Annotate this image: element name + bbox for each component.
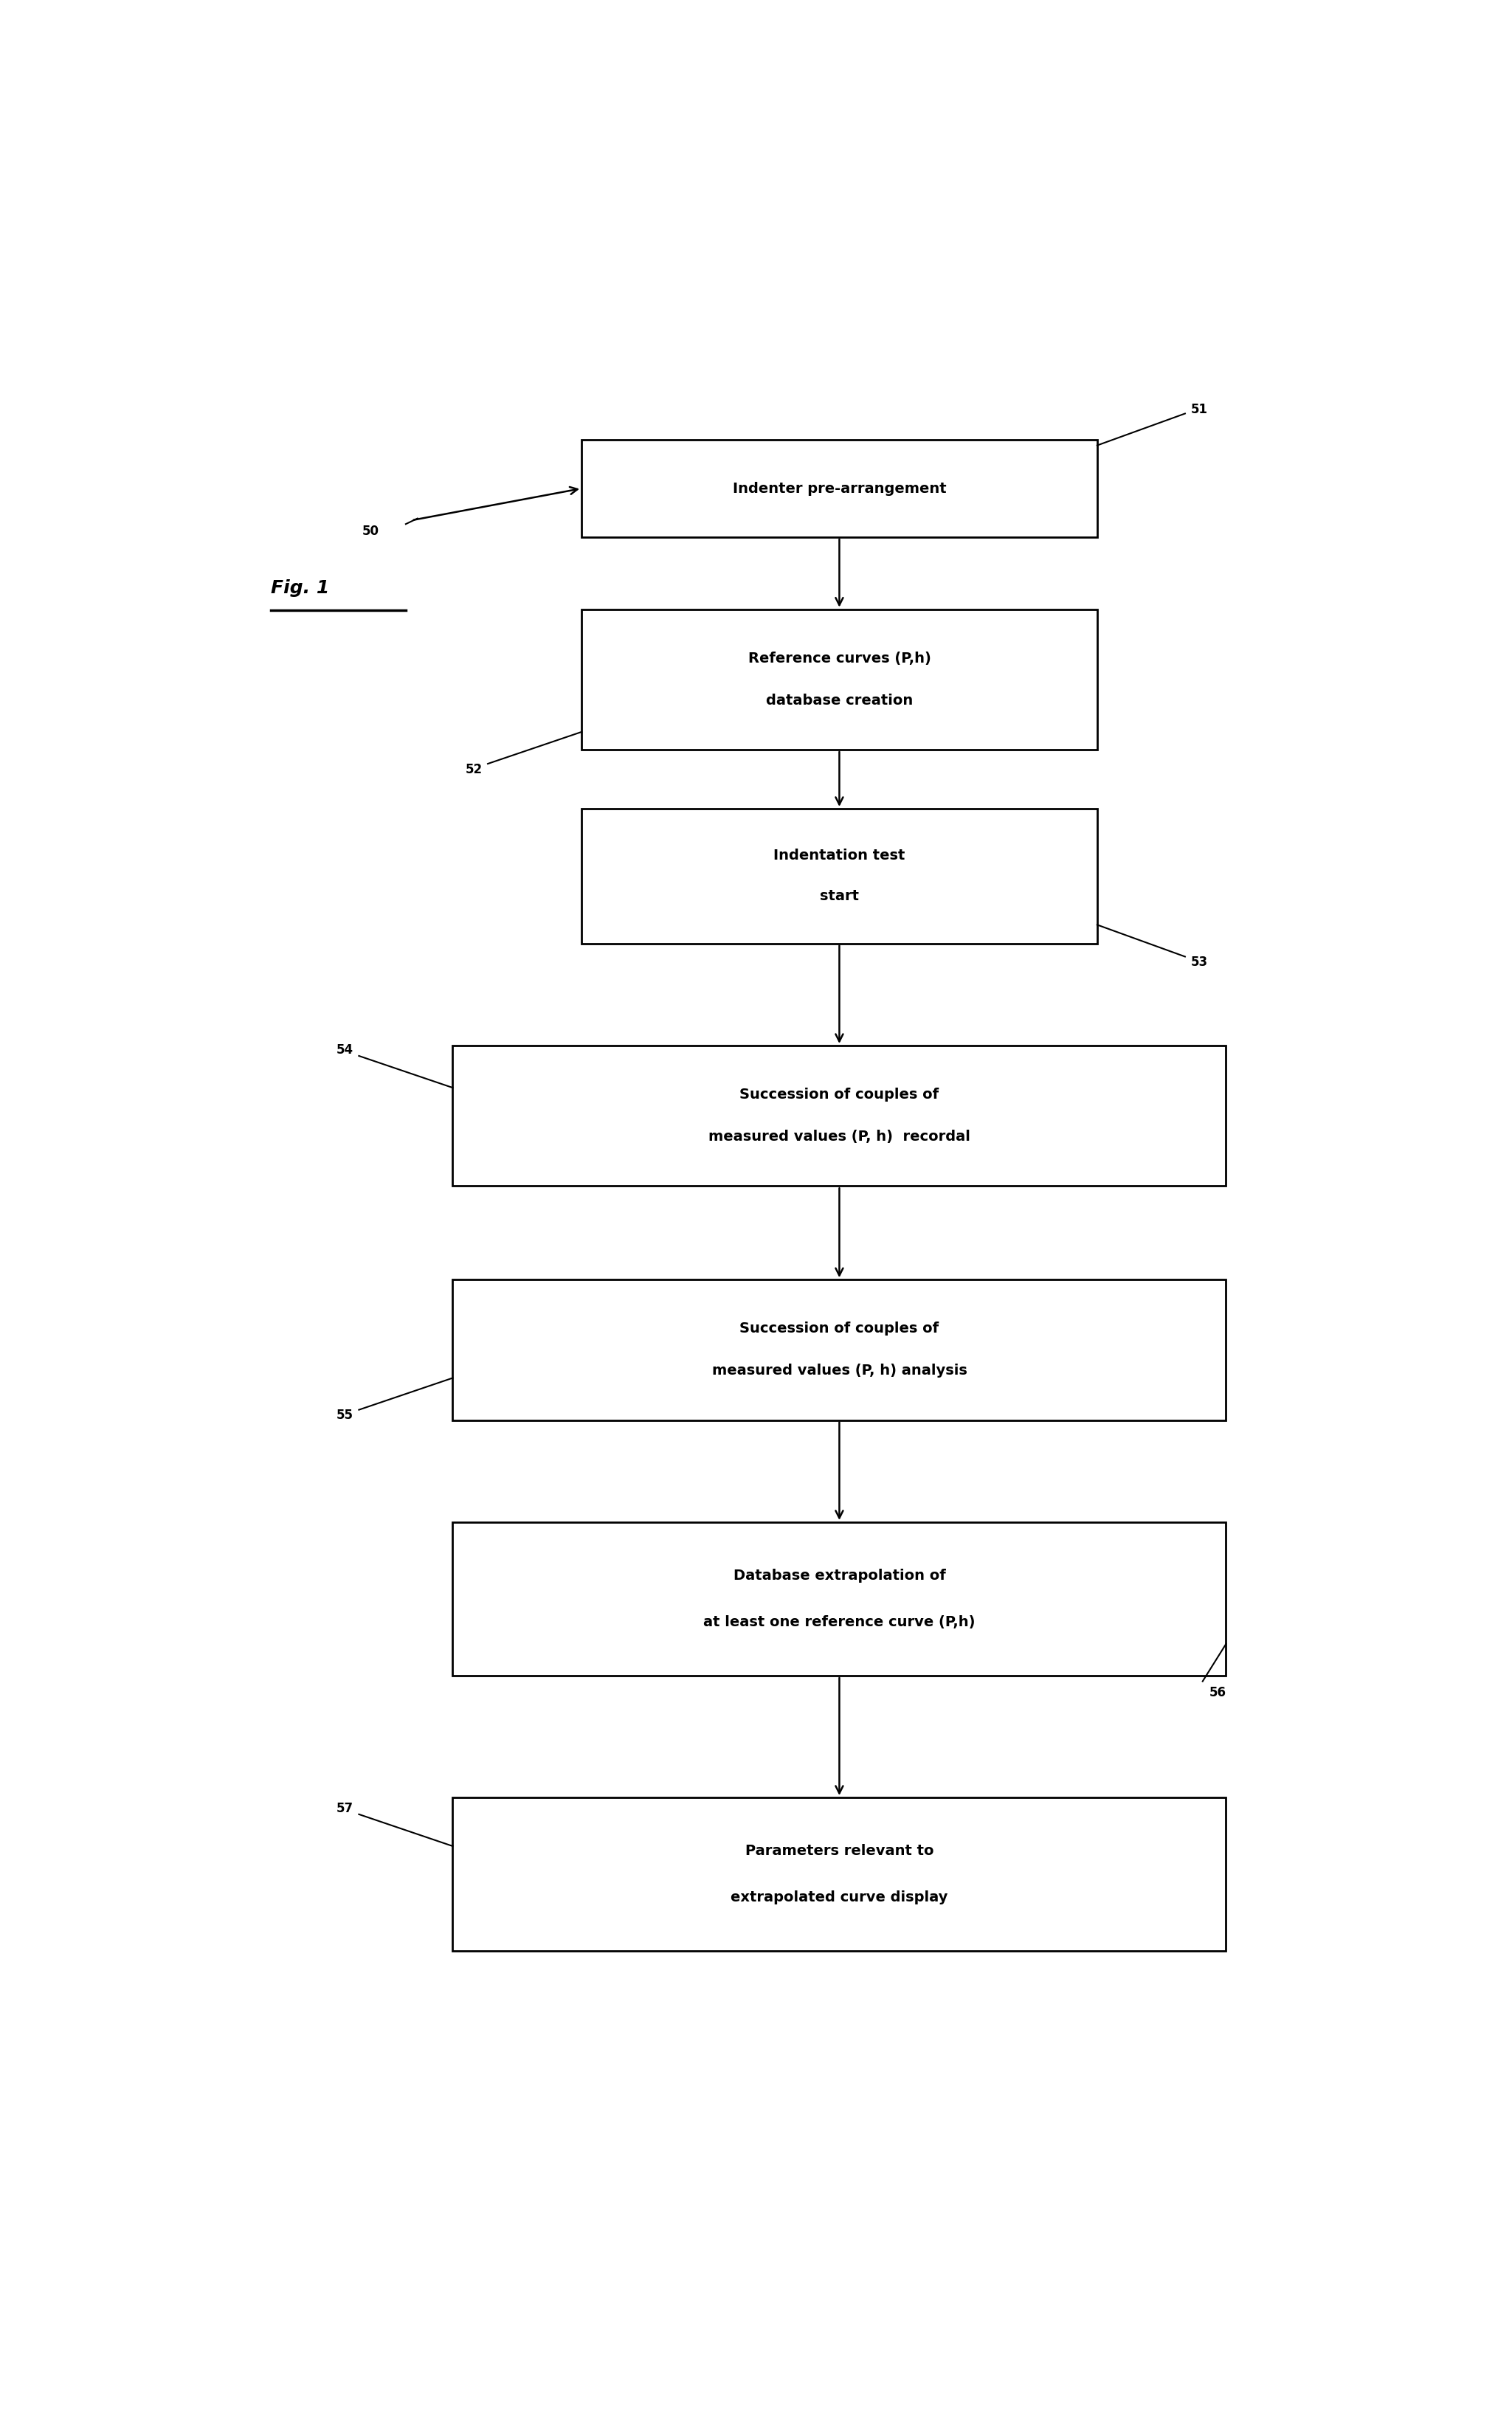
- Text: database creation: database creation: [767, 693, 913, 708]
- Text: measured values (P, h)  recordal: measured values (P, h) recordal: [709, 1131, 971, 1143]
- Text: extrapolated curve display: extrapolated curve display: [730, 1890, 948, 1904]
- Bar: [452, 1046, 1226, 1187]
- Bar: [452, 1797, 1226, 1950]
- Text: start: start: [820, 890, 859, 902]
- Text: Indentation test: Indentation test: [774, 849, 906, 863]
- Text: 52: 52: [466, 764, 482, 776]
- Bar: [582, 810, 1098, 944]
- Text: Reference curves (P,h): Reference curves (P,h): [748, 652, 931, 666]
- Text: 57: 57: [336, 1802, 354, 1814]
- Text: 54: 54: [336, 1043, 354, 1058]
- Text: measured values (P, h) analysis: measured values (P, h) analysis: [712, 1364, 968, 1379]
- Text: Fig. 1: Fig. 1: [271, 579, 330, 596]
- Text: Succession of couples of: Succession of couples of: [739, 1087, 939, 1102]
- Bar: [452, 1279, 1226, 1420]
- Bar: [582, 440, 1098, 537]
- Text: 53: 53: [1190, 956, 1208, 968]
- Bar: [582, 610, 1098, 749]
- Text: 56: 56: [1210, 1685, 1226, 1700]
- Text: at least one reference curve (P,h): at least one reference curve (P,h): [703, 1615, 975, 1629]
- Text: Indenter pre-arrangement: Indenter pre-arrangement: [732, 482, 947, 496]
- Text: 51: 51: [1190, 404, 1208, 416]
- Text: Succession of couples of: Succession of couples of: [739, 1323, 939, 1335]
- Text: 50: 50: [363, 525, 380, 537]
- Bar: [452, 1522, 1226, 1676]
- Text: 55: 55: [336, 1408, 354, 1423]
- Text: Database extrapolation of: Database extrapolation of: [733, 1569, 945, 1583]
- Text: Parameters relevant to: Parameters relevant to: [745, 1843, 933, 1858]
